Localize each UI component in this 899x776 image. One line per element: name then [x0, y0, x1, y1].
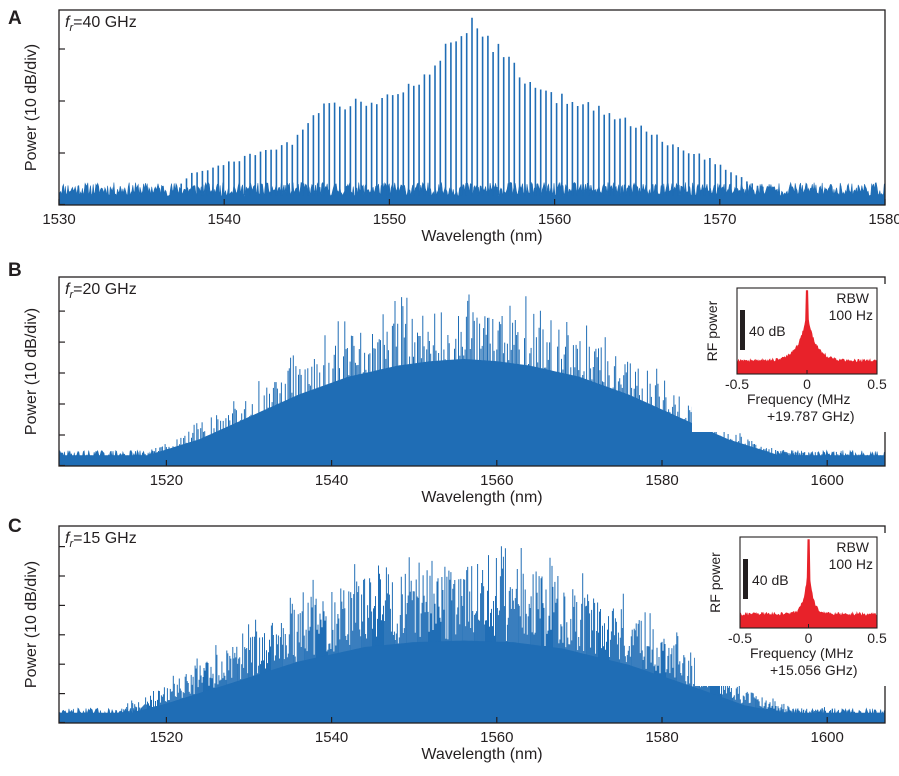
inset-x-tick-label: 0.5 — [867, 630, 887, 646]
panel-letter: C — [8, 516, 22, 537]
x-tick-label: 1580 — [645, 472, 678, 489]
scale-bar — [740, 310, 745, 350]
panel-c: C 1520 1540 1560 1580 1600 Wavelength (nm) Powe… — [8, 516, 887, 763]
spectrum-body — [59, 358, 885, 466]
y-axis-label: Power (10 dB/div) — [23, 308, 40, 435]
rep-rate-symbol: f — [65, 281, 71, 298]
rbw-value: 100 Hz — [829, 307, 873, 323]
rep-rate-label: fr=40 GHz — [65, 14, 137, 34]
x-tick-label: 1600 — [811, 472, 844, 489]
rep-rate-symbol: f — [65, 14, 71, 31]
panel-a: A 1530 1540 1550 1560 1570 1580 Wavelength (nm)… — [8, 8, 899, 245]
inset-x-tick-label: 0.5 — [867, 376, 887, 392]
rf-inset: -0.5 0 0.5 Frequency (MHz+15.056 GHz) RF pow… — [695, 533, 887, 686]
x-axis-label: Wavelength (nm) — [421, 228, 542, 245]
rbw-label: RBW — [836, 290, 869, 306]
scale-bar-label: 40 dB — [752, 572, 789, 588]
rep-rate-value: =15 GHz — [73, 530, 137, 547]
x-tick-label: 1550 — [373, 211, 406, 228]
y-axis-label: Power (10 dB/div) — [23, 561, 40, 688]
x-tick-label: 1580 — [645, 729, 678, 746]
x-tick-label: 1540 — [315, 729, 348, 746]
rep-rate-symbol: f — [65, 530, 71, 547]
rbw-value: 100 Hz — [829, 556, 873, 572]
inset-x-tick-label: -0.5 — [725, 376, 749, 392]
y-axis-label: Power (10 dB/div) — [23, 44, 40, 171]
inset-x-label: Frequency (MHz — [747, 391, 850, 407]
inset-x-label: Frequency (MHz — [750, 645, 853, 661]
comb-lines — [180, 17, 769, 196]
scale-bar — [743, 559, 748, 599]
panel-b: B 1520 1540 1560 1580 1600 Wavelength (nm) Powe… — [8, 260, 887, 506]
rep-rate-label: fr=15 GHz — [65, 530, 137, 550]
rep-rate-subscript: r — [69, 289, 74, 301]
x-tick-label: 1520 — [150, 472, 183, 489]
x-tick-label: 1600 — [811, 729, 844, 746]
inset-x-tick-label: -0.5 — [728, 630, 752, 646]
x-axis-label: Wavelength (nm) — [421, 746, 542, 763]
inset-x-label-offset: +19.787 GHz) — [767, 408, 855, 424]
x-tick-label: 1560 — [538, 211, 571, 228]
inset-x-tick-label: 0 — [805, 630, 813, 646]
x-tick-label: 1540 — [315, 472, 348, 489]
rf-inset: -0.5 0 0.5 Frequency (MHz+19.787 GHz) RF pow… — [692, 284, 887, 432]
x-tick-label: 1560 — [480, 729, 513, 746]
plot-frame — [58, 9, 886, 206]
x-axis-label: Wavelength (nm) — [421, 489, 542, 506]
inset-y-label: RF power — [707, 552, 723, 613]
x-tick-label: 1580 — [868, 211, 899, 228]
panel-letter: A — [8, 8, 22, 29]
x-tick-label: 1520 — [150, 729, 183, 746]
x-tick-label: 1530 — [42, 211, 75, 228]
rep-rate-label: fr=20 GHz — [65, 281, 137, 301]
inset-x-tick-label: 0 — [803, 376, 811, 392]
inset-y-label: RF power — [704, 300, 720, 361]
rep-rate-value: =20 GHz — [73, 281, 137, 298]
inset-background — [695, 533, 887, 686]
scale-bar-label: 40 dB — [749, 323, 786, 339]
panel-letter: B — [8, 260, 22, 281]
rep-rate-value: =40 GHz — [73, 14, 137, 31]
x-tick-label: 1540 — [208, 211, 241, 228]
x-tick-label: 1570 — [703, 211, 736, 228]
rep-rate-subscript: r — [69, 22, 74, 34]
inset-x-label-offset: +15.056 GHz) — [770, 662, 858, 678]
rbw-label: RBW — [836, 539, 869, 555]
spectrum-body — [59, 640, 885, 723]
x-tick-label: 1560 — [480, 472, 513, 489]
rep-rate-subscript: r — [69, 538, 74, 550]
